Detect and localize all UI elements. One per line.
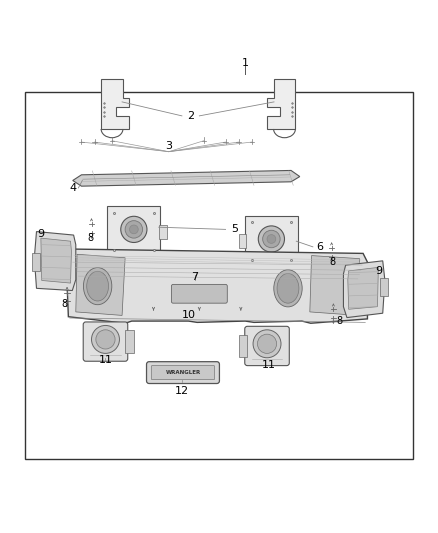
Circle shape	[130, 225, 138, 234]
Circle shape	[121, 216, 147, 243]
Text: 8: 8	[61, 298, 67, 309]
Bar	[25, 92, 413, 458]
Circle shape	[125, 221, 143, 238]
Text: 6: 6	[316, 242, 323, 252]
Circle shape	[258, 334, 277, 353]
FancyBboxPatch shape	[125, 330, 134, 353]
Text: WRANGLER: WRANGLER	[166, 370, 201, 375]
FancyBboxPatch shape	[32, 253, 39, 271]
Text: 12: 12	[175, 386, 189, 396]
FancyBboxPatch shape	[239, 335, 247, 357]
Polygon shape	[101, 79, 130, 129]
FancyBboxPatch shape	[248, 264, 295, 274]
Circle shape	[263, 230, 280, 248]
Text: 4: 4	[69, 183, 76, 193]
Ellipse shape	[87, 271, 109, 301]
Circle shape	[92, 326, 120, 353]
Text: 9: 9	[37, 229, 44, 239]
Text: 9: 9	[375, 266, 382, 276]
Polygon shape	[66, 249, 367, 323]
FancyBboxPatch shape	[239, 234, 246, 248]
Circle shape	[267, 235, 276, 244]
Polygon shape	[343, 261, 385, 318]
Circle shape	[258, 226, 285, 252]
Polygon shape	[310, 256, 360, 316]
Text: 8: 8	[329, 257, 336, 267]
FancyBboxPatch shape	[245, 326, 289, 366]
Polygon shape	[348, 268, 378, 309]
FancyBboxPatch shape	[110, 254, 157, 265]
FancyBboxPatch shape	[107, 206, 160, 257]
Ellipse shape	[83, 268, 112, 305]
Polygon shape	[34, 231, 76, 290]
Text: 7: 7	[191, 272, 198, 282]
Text: 8: 8	[336, 316, 342, 326]
Text: 5: 5	[231, 224, 238, 235]
Text: 10: 10	[182, 310, 196, 319]
FancyBboxPatch shape	[83, 322, 128, 361]
Polygon shape	[41, 238, 71, 283]
Polygon shape	[76, 254, 125, 316]
Polygon shape	[73, 171, 300, 186]
Polygon shape	[267, 79, 295, 129]
Text: 11: 11	[99, 356, 113, 365]
FancyBboxPatch shape	[171, 285, 227, 303]
Text: 1: 1	[242, 59, 249, 68]
FancyBboxPatch shape	[245, 216, 298, 266]
Text: 11: 11	[262, 360, 276, 370]
Ellipse shape	[274, 270, 302, 307]
FancyBboxPatch shape	[380, 278, 388, 296]
FancyBboxPatch shape	[147, 362, 219, 384]
FancyBboxPatch shape	[151, 366, 215, 379]
Text: 2: 2	[187, 111, 194, 121]
Text: 8: 8	[87, 233, 93, 243]
Circle shape	[96, 330, 115, 349]
Ellipse shape	[277, 273, 299, 303]
Text: 3: 3	[165, 141, 172, 151]
FancyBboxPatch shape	[159, 224, 167, 239]
Circle shape	[253, 330, 281, 358]
